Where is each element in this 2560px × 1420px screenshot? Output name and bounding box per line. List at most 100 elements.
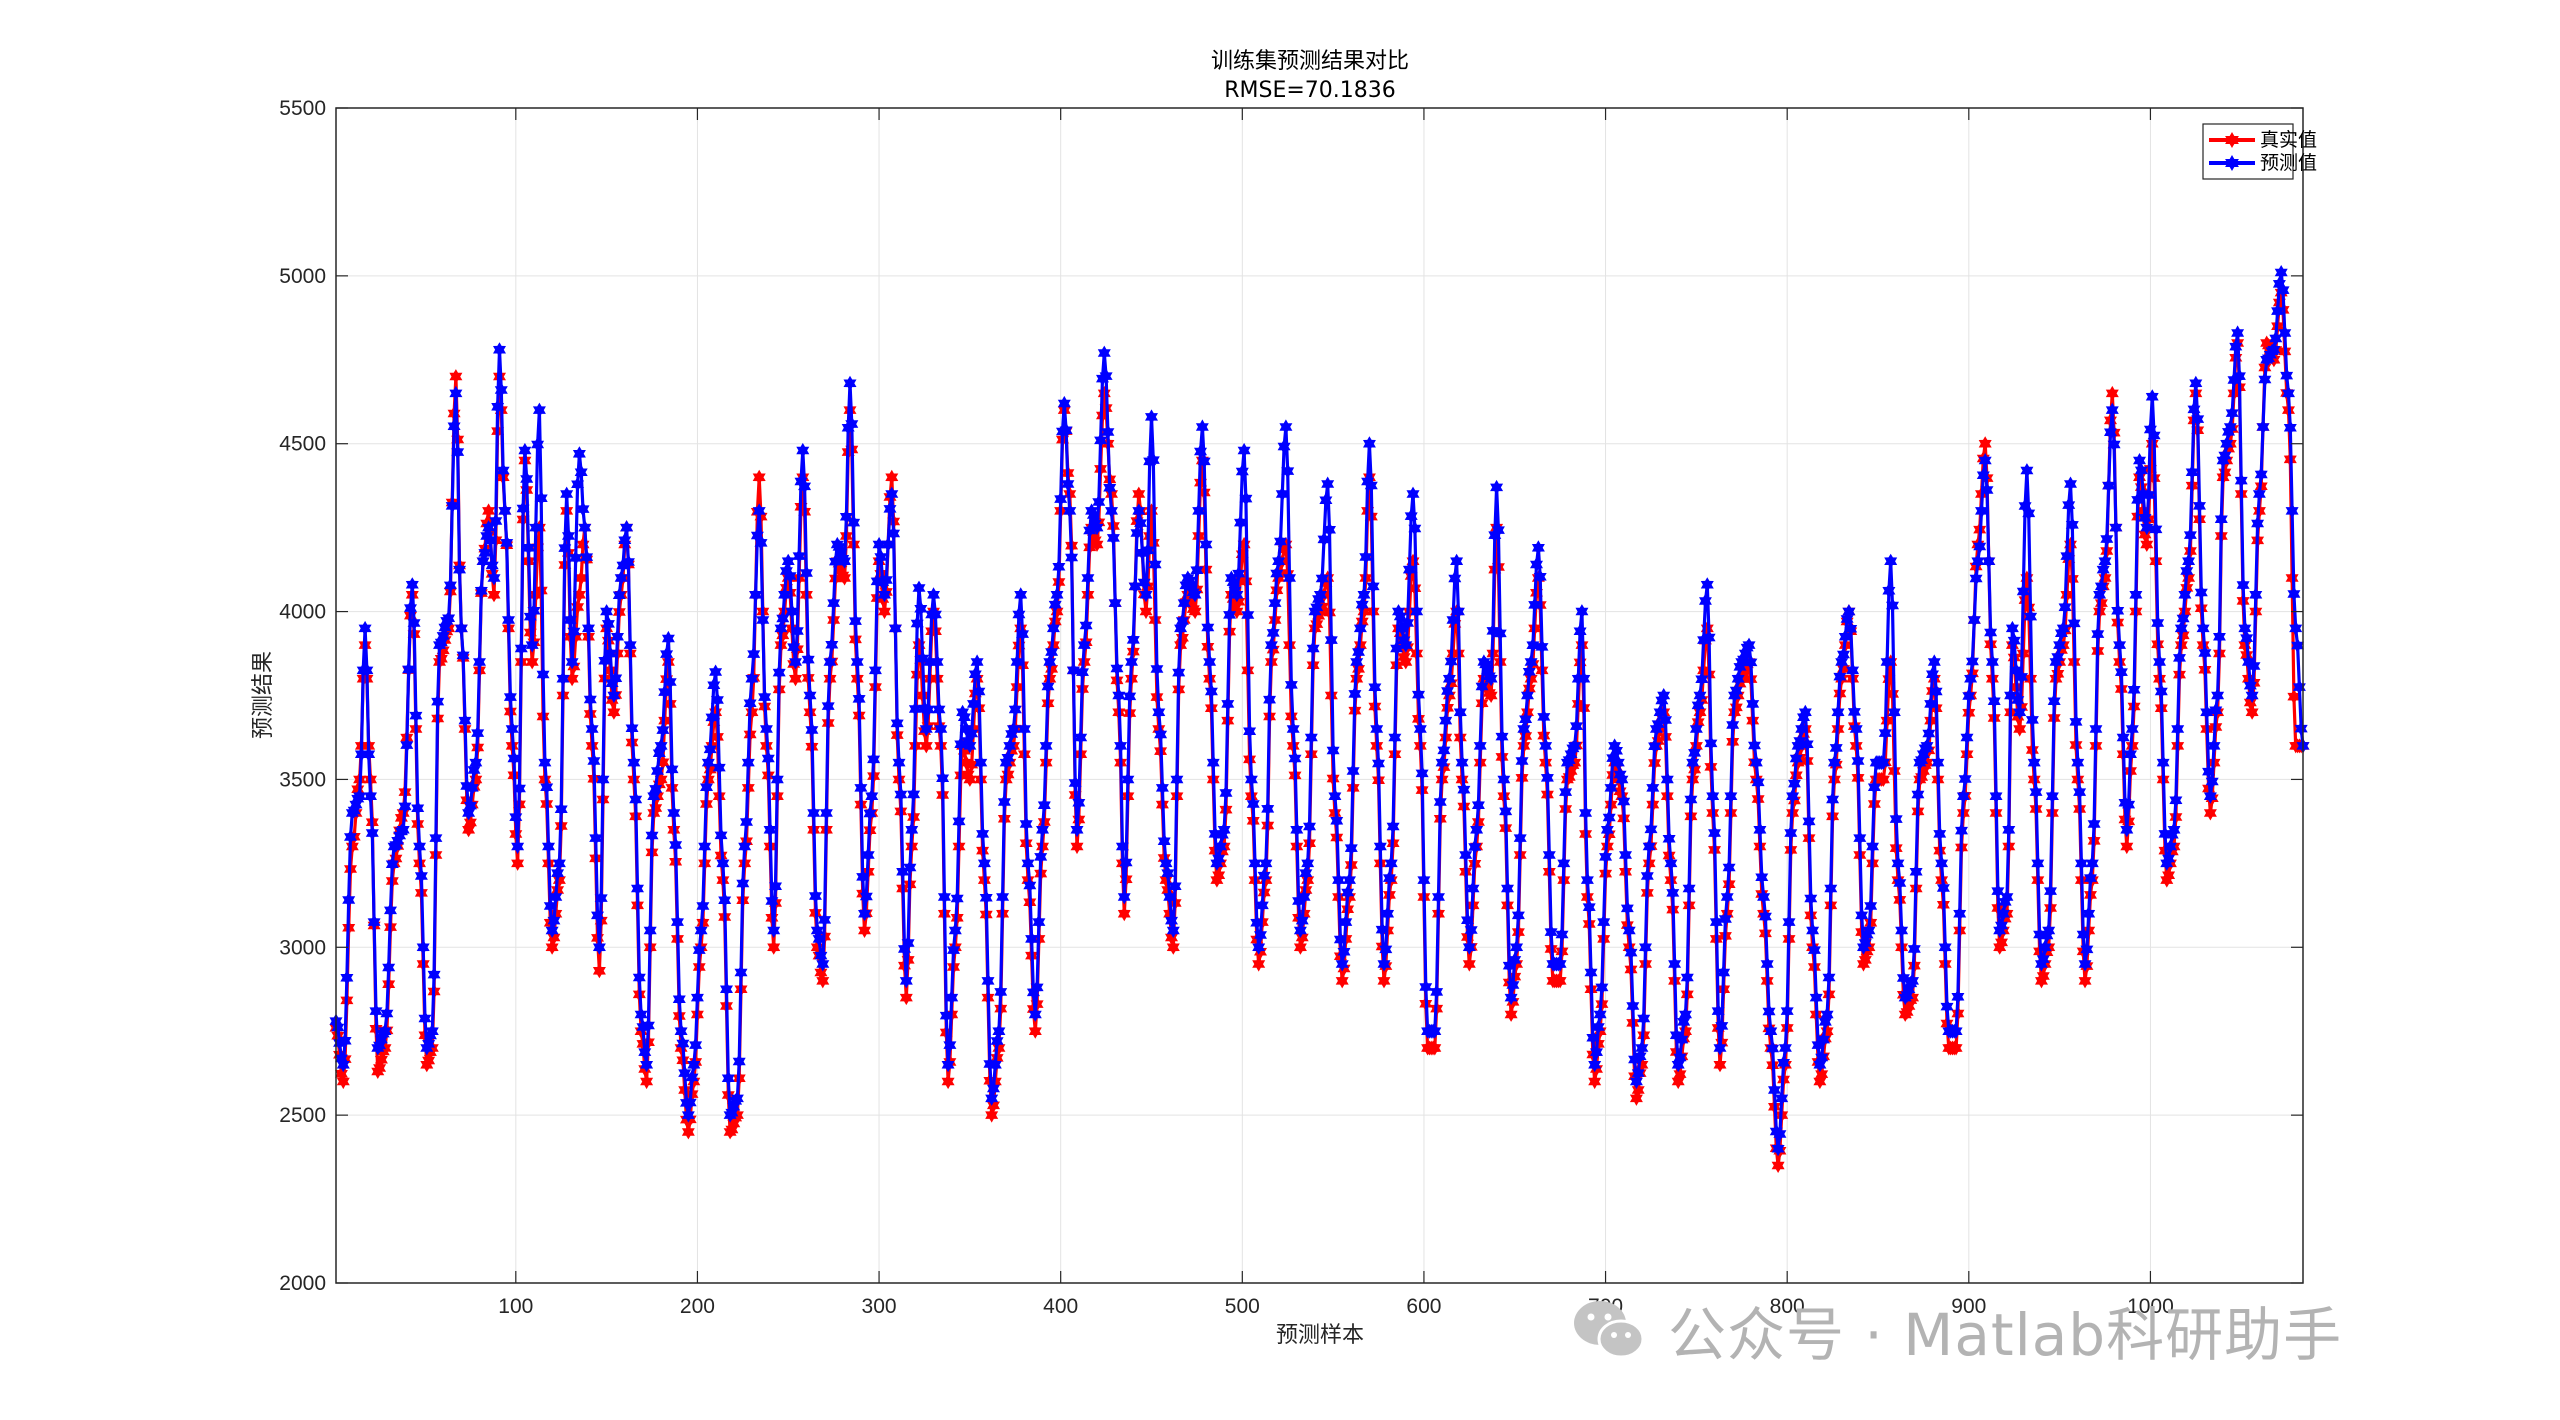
x-axis-label: 预测样本 — [1276, 1323, 1364, 1348]
data-point — [1281, 463, 1295, 479]
data-point — [373, 1038, 387, 1053]
data-point — [818, 912, 832, 928]
data-point — [2291, 638, 2304, 654]
data-point — [611, 629, 624, 645]
data-point — [881, 536, 895, 552]
data-point — [1706, 788, 1720, 804]
data-point — [456, 647, 470, 663]
data-point — [2247, 658, 2261, 674]
data-point — [574, 464, 588, 480]
data-point — [1784, 825, 1798, 841]
y-tick-label: 2500 — [279, 1104, 326, 1127]
data-point — [2045, 788, 2059, 804]
data-point — [1406, 486, 1420, 502]
data-point — [1471, 797, 1485, 813]
data-point — [1132, 503, 1146, 519]
data-point — [2274, 265, 2288, 280]
data-point — [2073, 784, 2087, 800]
data-point — [1982, 553, 1996, 569]
data-point — [2120, 839, 2134, 855]
data-point — [660, 646, 674, 662]
data-point — [1987, 693, 2001, 709]
data-point — [612, 587, 626, 603]
data-point — [2094, 578, 2108, 594]
data-point — [631, 881, 644, 896]
data-point — [2084, 870, 2097, 886]
data-point — [1217, 822, 1231, 838]
data-point — [1938, 939, 1952, 955]
data-point — [474, 583, 488, 599]
data-point — [1909, 864, 1923, 880]
data-point — [919, 738, 933, 754]
data-point — [414, 868, 428, 884]
data-point — [1257, 868, 1271, 884]
data-point — [336, 1074, 350, 1090]
data-point — [970, 654, 984, 670]
data-point — [1749, 755, 1763, 771]
data-point — [1924, 696, 1938, 712]
data-point — [512, 781, 526, 797]
y-tick-label: 5000 — [279, 265, 326, 288]
data-point — [745, 671, 759, 687]
data-point — [1288, 751, 1302, 767]
data-point — [2033, 927, 2047, 943]
data-point — [2069, 714, 2083, 730]
data-point — [1557, 855, 1571, 871]
data-point — [2171, 721, 2185, 737]
data-point — [1315, 571, 1329, 587]
data-point — [1066, 662, 1080, 678]
data-point — [945, 990, 959, 1006]
data-point — [1155, 780, 1169, 796]
data-point — [2125, 721, 2139, 737]
data-point — [536, 667, 550, 682]
data-point — [1137, 575, 1151, 590]
data-point — [683, 1095, 697, 1111]
data-point — [509, 809, 523, 825]
data-point — [674, 1023, 688, 1039]
data-point — [850, 654, 864, 670]
data-point — [912, 580, 926, 596]
data-point — [957, 709, 971, 725]
data-point — [2091, 626, 2105, 642]
data-point — [1985, 654, 1999, 670]
data-point — [380, 1006, 394, 1022]
data-point — [487, 587, 501, 603]
data-point — [2205, 774, 2219, 789]
data-point — [1199, 536, 1213, 552]
data-point — [1016, 626, 1029, 642]
data-point — [2076, 927, 2090, 943]
data-point — [1263, 692, 1276, 708]
data-point — [1604, 780, 1618, 796]
data-point — [1241, 607, 1255, 623]
data-point — [469, 755, 483, 771]
data-point — [342, 892, 356, 908]
data-point — [1090, 536, 1104, 552]
data-point — [758, 689, 772, 705]
data-point — [1324, 632, 1338, 648]
data-point — [1115, 839, 1129, 855]
data-point — [1392, 604, 1405, 620]
data-point — [727, 1116, 741, 1131]
data-point — [1259, 855, 1273, 871]
data-point — [1123, 688, 1137, 704]
data-point — [1878, 725, 1892, 741]
data-point — [1134, 515, 1148, 531]
data-point — [1410, 604, 1424, 620]
data-point — [2294, 721, 2308, 737]
data-point — [1586, 1030, 1600, 1046]
data-point — [1275, 486, 1289, 502]
data-point — [558, 540, 572, 556]
data-point — [2252, 486, 2266, 502]
data-point — [2158, 826, 2172, 842]
data-point — [1884, 553, 1898, 569]
y-axis-label: 预测结果 — [251, 651, 276, 739]
data-point — [1849, 721, 1863, 737]
data-point — [1757, 889, 1771, 905]
data-point — [1935, 855, 1949, 871]
data-point — [1399, 654, 1413, 670]
data-point — [547, 913, 561, 929]
data-point — [1339, 914, 1353, 930]
data-point — [2065, 517, 2079, 533]
data-point — [816, 956, 830, 972]
data-point — [718, 892, 732, 908]
